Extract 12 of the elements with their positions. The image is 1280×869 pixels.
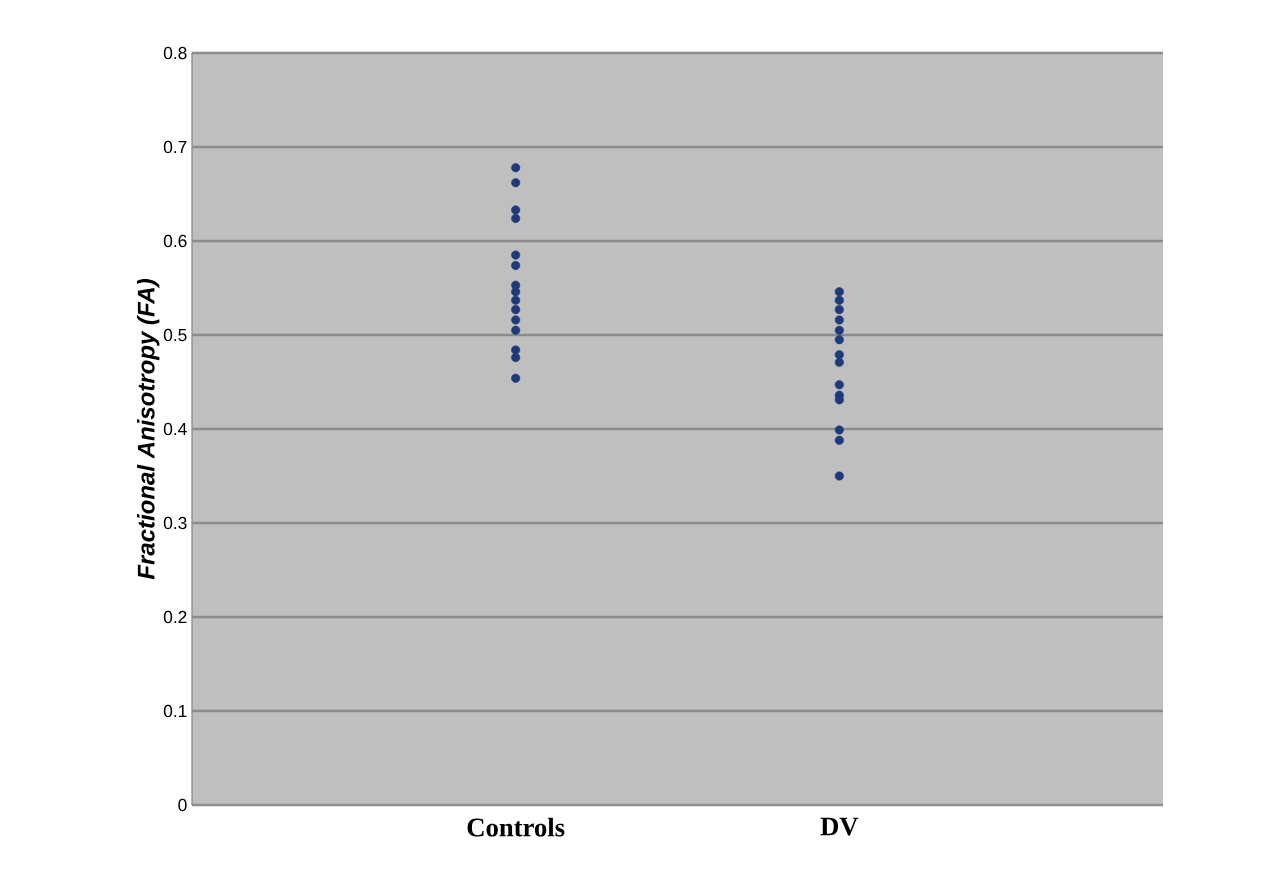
y-tick-label: 0.8: [163, 46, 187, 60]
x-tick-label: Controls: [467, 817, 565, 837]
y-tick-label: 0.7: [163, 140, 187, 154]
y-tick-label: 0: [178, 798, 187, 812]
x-tick-label: DV: [820, 817, 859, 836]
y-tick-label: 0.4: [163, 422, 187, 436]
y-tick-label: 0.6: [163, 234, 187, 248]
y-axis-title: Fractional Anisotropy (FA): [137, 279, 160, 580]
y-tick-label: 0.3: [163, 516, 187, 530]
y-tick-label: 0.1: [163, 704, 187, 718]
y-tick-label: 0.2: [163, 610, 187, 624]
y-tick-label: 0.5: [163, 328, 187, 342]
